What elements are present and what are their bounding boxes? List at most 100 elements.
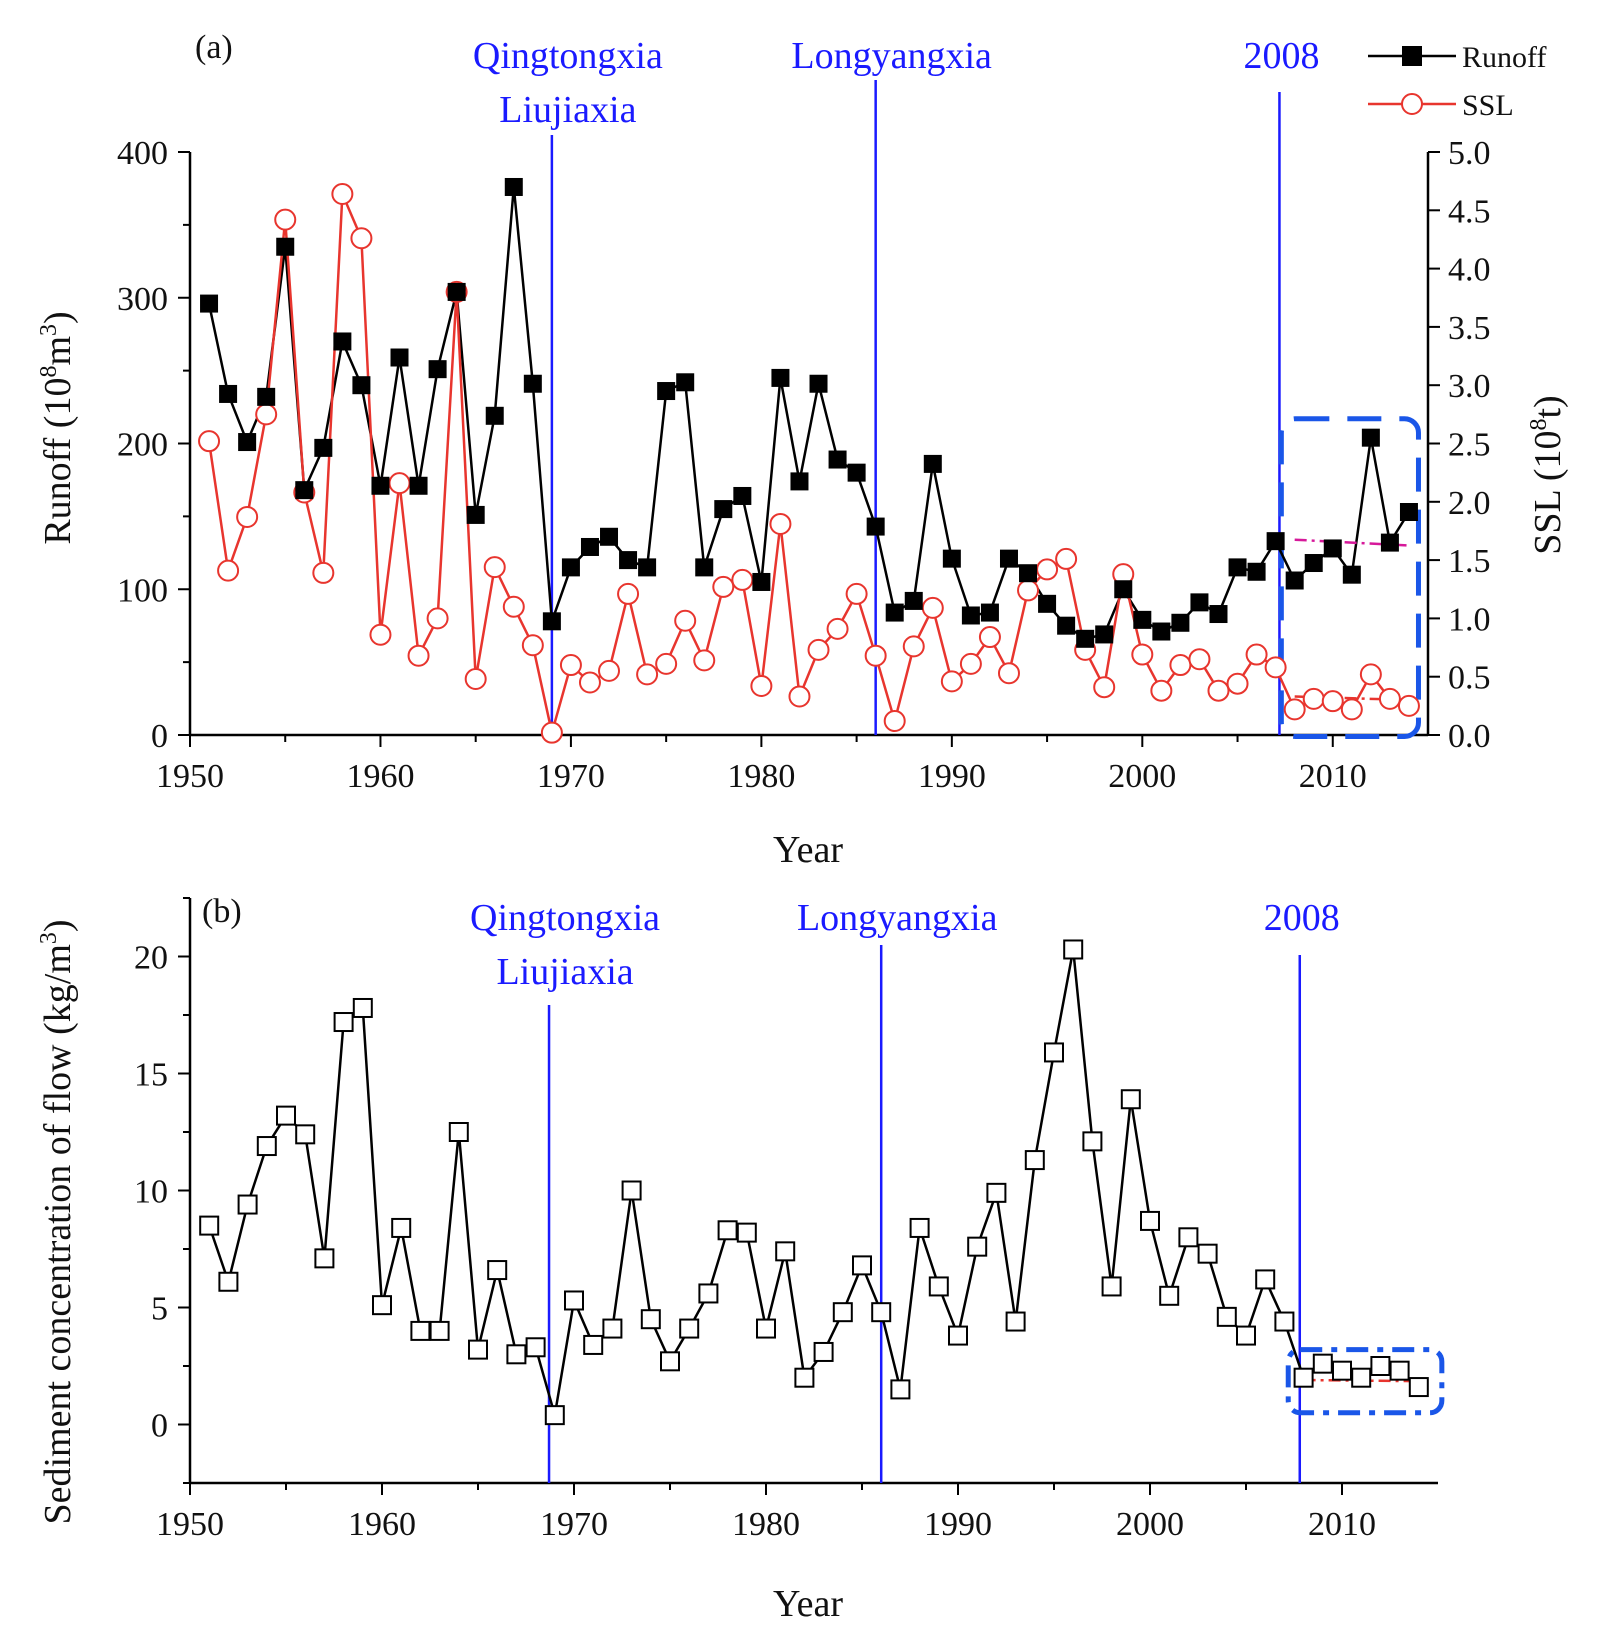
concentration-point	[1255, 1269, 1276, 1290]
y2-tick-label: 5.0	[1448, 135, 1491, 172]
ssl-point	[674, 609, 697, 632]
runoff-point	[1133, 610, 1152, 629]
y2-tick-label: 2.5	[1448, 427, 1491, 464]
runoff-point	[885, 603, 904, 622]
ssl-point	[731, 568, 754, 591]
x-tick-label: 1980	[727, 758, 795, 795]
legend-runoff-label: Runoff	[1462, 41, 1546, 74]
runoff-point	[771, 368, 790, 387]
ssl-point	[236, 505, 259, 528]
concentration-point	[1408, 1377, 1429, 1398]
runoff-point	[561, 558, 580, 577]
runoff-point	[733, 486, 752, 505]
concentration-point	[717, 1220, 738, 1241]
concentration-point	[1236, 1325, 1256, 1346]
concentration-point	[218, 1271, 239, 1292]
concentration-point	[852, 1255, 872, 1276]
x-tick-label: 1990	[918, 758, 986, 795]
concentration-point	[736, 1222, 757, 1243]
runoff-point	[866, 517, 885, 536]
runoff-point	[923, 454, 942, 473]
runoff-point	[314, 438, 333, 457]
concentration-point	[890, 1379, 911, 1400]
ssl-point	[864, 644, 887, 667]
ssl-point	[750, 675, 773, 698]
runoff-point	[200, 294, 219, 313]
x-tick-label: 1990	[924, 1506, 992, 1543]
runoff-point	[1323, 539, 1342, 558]
x-tick-label: 2010	[1308, 1506, 1376, 1543]
runoff-point	[257, 387, 276, 406]
event-label: Qingtongxia	[473, 35, 663, 77]
ssl-point	[826, 617, 849, 640]
runoff-point	[580, 537, 599, 556]
concentration-point	[1120, 1089, 1141, 1110]
runoff-point	[409, 476, 428, 495]
ssl-point	[502, 595, 525, 618]
concentration-point	[525, 1337, 546, 1358]
concentration-point	[352, 997, 373, 1018]
ssl-point	[369, 623, 392, 646]
panel-b-markers	[199, 939, 1429, 1426]
y2-tick-label: 3.0	[1448, 368, 1491, 405]
concentration-point	[1140, 1210, 1160, 1231]
runoff-point	[676, 373, 695, 392]
ssl-point	[1188, 648, 1211, 671]
highlight-box	[1285, 1347, 1445, 1416]
concentration-point	[544, 1405, 565, 1426]
ssl-point	[883, 710, 906, 733]
concentration-point	[928, 1276, 949, 1297]
panel-a-x-title: Year	[773, 829, 843, 871]
ssl-point	[959, 652, 982, 675]
y2-tick-label: 2.0	[1448, 485, 1491, 522]
y2-tick-label: 4.5	[1448, 193, 1491, 230]
runoff-point	[790, 472, 809, 491]
concentration-point	[1024, 1150, 1045, 1171]
ssl-point	[940, 670, 963, 693]
runoff-point	[1285, 571, 1304, 590]
y-tick-label: 100	[117, 572, 168, 609]
y-tick-label: 400	[117, 135, 168, 172]
legend-ssl-label: SSL	[1462, 89, 1514, 122]
runoff-point	[333, 332, 352, 351]
runoff-point	[466, 505, 485, 524]
concentration-point	[487, 1260, 508, 1281]
ssl-point	[978, 626, 1001, 649]
ssl-point	[1264, 656, 1287, 679]
concentration-point	[564, 1290, 584, 1311]
concentration-point	[1370, 1356, 1391, 1376]
ssl-point	[1245, 643, 1268, 666]
ssl-point	[388, 472, 411, 495]
concentration-point	[679, 1318, 700, 1339]
trend-line	[1294, 538, 1410, 547]
x-tick-label: 1950	[156, 1506, 224, 1543]
panel-a-markers	[198, 177, 1420, 744]
event-label: Liujiaxia	[499, 89, 636, 131]
panel-a-y2-title: SSL (108t)	[1526, 395, 1569, 554]
runoff-point	[714, 500, 733, 519]
ssl-point	[1321, 690, 1344, 713]
runoff-point	[1095, 625, 1114, 644]
event-label: 2008	[1243, 35, 1319, 77]
y-tick-label: 5	[151, 1291, 168, 1328]
concentration-point	[1351, 1367, 1372, 1388]
runoff-point	[1361, 428, 1380, 447]
concentration-series-line	[208, 949, 1420, 1416]
concentration-point	[468, 1339, 488, 1360]
runoff-point	[276, 237, 295, 256]
concentration-point	[1293, 1367, 1314, 1388]
ssl-point	[426, 607, 449, 630]
runoff-point	[752, 572, 771, 591]
legend-runoff-marker	[1402, 46, 1422, 66]
ssl-point	[331, 182, 354, 205]
concentration-point	[640, 1309, 661, 1330]
runoff-point	[1019, 564, 1038, 583]
runoff-point	[961, 606, 980, 625]
runoff-point	[828, 450, 847, 469]
ssl-point	[1340, 698, 1363, 721]
runoff-point	[619, 551, 638, 570]
panel-b: (b) 1950 1960 1970 1980 1990 2000 2010 0 5 10 15 20…	[36, 893, 1445, 1625]
panel-b-axes	[188, 898, 1438, 1485]
runoff-point	[219, 384, 238, 403]
runoff-point	[352, 376, 371, 395]
